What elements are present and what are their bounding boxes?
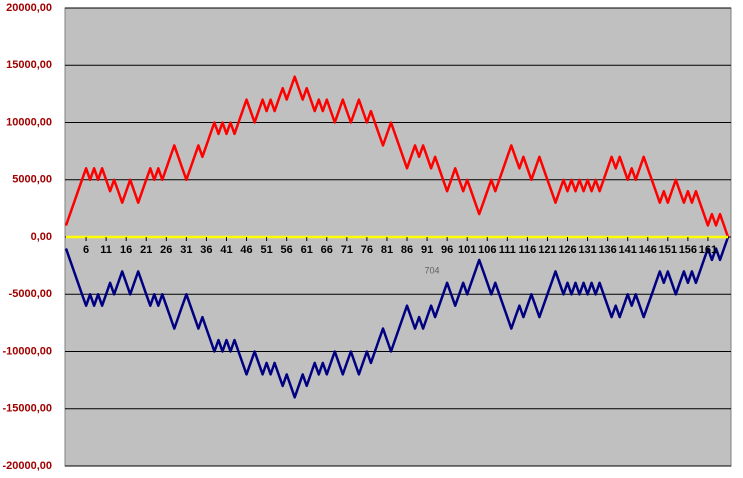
x-tick-label: 161 xyxy=(699,244,717,256)
y-tick-label: -15000,00 xyxy=(2,403,52,415)
annotation: 704 xyxy=(424,265,439,275)
x-tick-label: 6 xyxy=(83,244,89,256)
y-tick-label: 10000,00 xyxy=(6,116,52,128)
x-tick-label: 66 xyxy=(321,244,333,256)
x-tick-label: 46 xyxy=(240,244,252,256)
x-tick-label: 126 xyxy=(558,244,576,256)
x-tick-label: 11 xyxy=(100,244,112,256)
x-tick-label: 36 xyxy=(200,244,212,256)
x-tick-label: 91 xyxy=(421,244,433,256)
x-tick-label: 106 xyxy=(478,244,496,256)
x-tick-label: 31 xyxy=(180,244,192,256)
x-tick-label: 141 xyxy=(619,244,637,256)
x-tick-label: 151 xyxy=(659,244,677,256)
y-tick-label: 20000,00 xyxy=(6,2,52,14)
x-tick-label: 111 xyxy=(499,244,516,256)
y-tick-label: -20000,00 xyxy=(2,460,52,472)
y-tick-label: -5000,00 xyxy=(9,288,52,300)
x-tick-label: 61 xyxy=(301,244,313,256)
y-tick-label: 5000,00 xyxy=(12,174,52,186)
series-line xyxy=(64,236,730,399)
series-line xyxy=(64,75,730,238)
y-tick-label: 15000,00 xyxy=(6,59,52,71)
x-tick-label: 86 xyxy=(401,244,413,256)
y-tick-label: 0,00 xyxy=(31,231,52,243)
x-tick-label: 131 xyxy=(578,244,596,256)
x-tick-label: 16 xyxy=(120,244,132,256)
x-tick-label: 116 xyxy=(519,244,537,256)
x-tick-label: 56 xyxy=(281,244,293,256)
x-tick-label: 146 xyxy=(639,244,657,256)
x-tick-label: 21 xyxy=(140,244,152,256)
x-tick-label: 101 xyxy=(458,244,476,256)
x-tick-label: 136 xyxy=(598,244,616,256)
x-tick-label: 76 xyxy=(361,244,373,256)
x-tick-label: 51 xyxy=(260,244,272,256)
x-tick-label: 81 xyxy=(381,244,393,256)
x-tick-label: 96 xyxy=(441,244,453,256)
x-tick-label: 121 xyxy=(538,244,556,256)
x-tick-label: 26 xyxy=(160,244,172,256)
x-tick-label: 41 xyxy=(220,244,232,256)
x-tick-label: 71 xyxy=(341,244,353,256)
y-tick-label: -10000,00 xyxy=(2,345,52,357)
x-tick-label: 156 xyxy=(679,244,697,256)
